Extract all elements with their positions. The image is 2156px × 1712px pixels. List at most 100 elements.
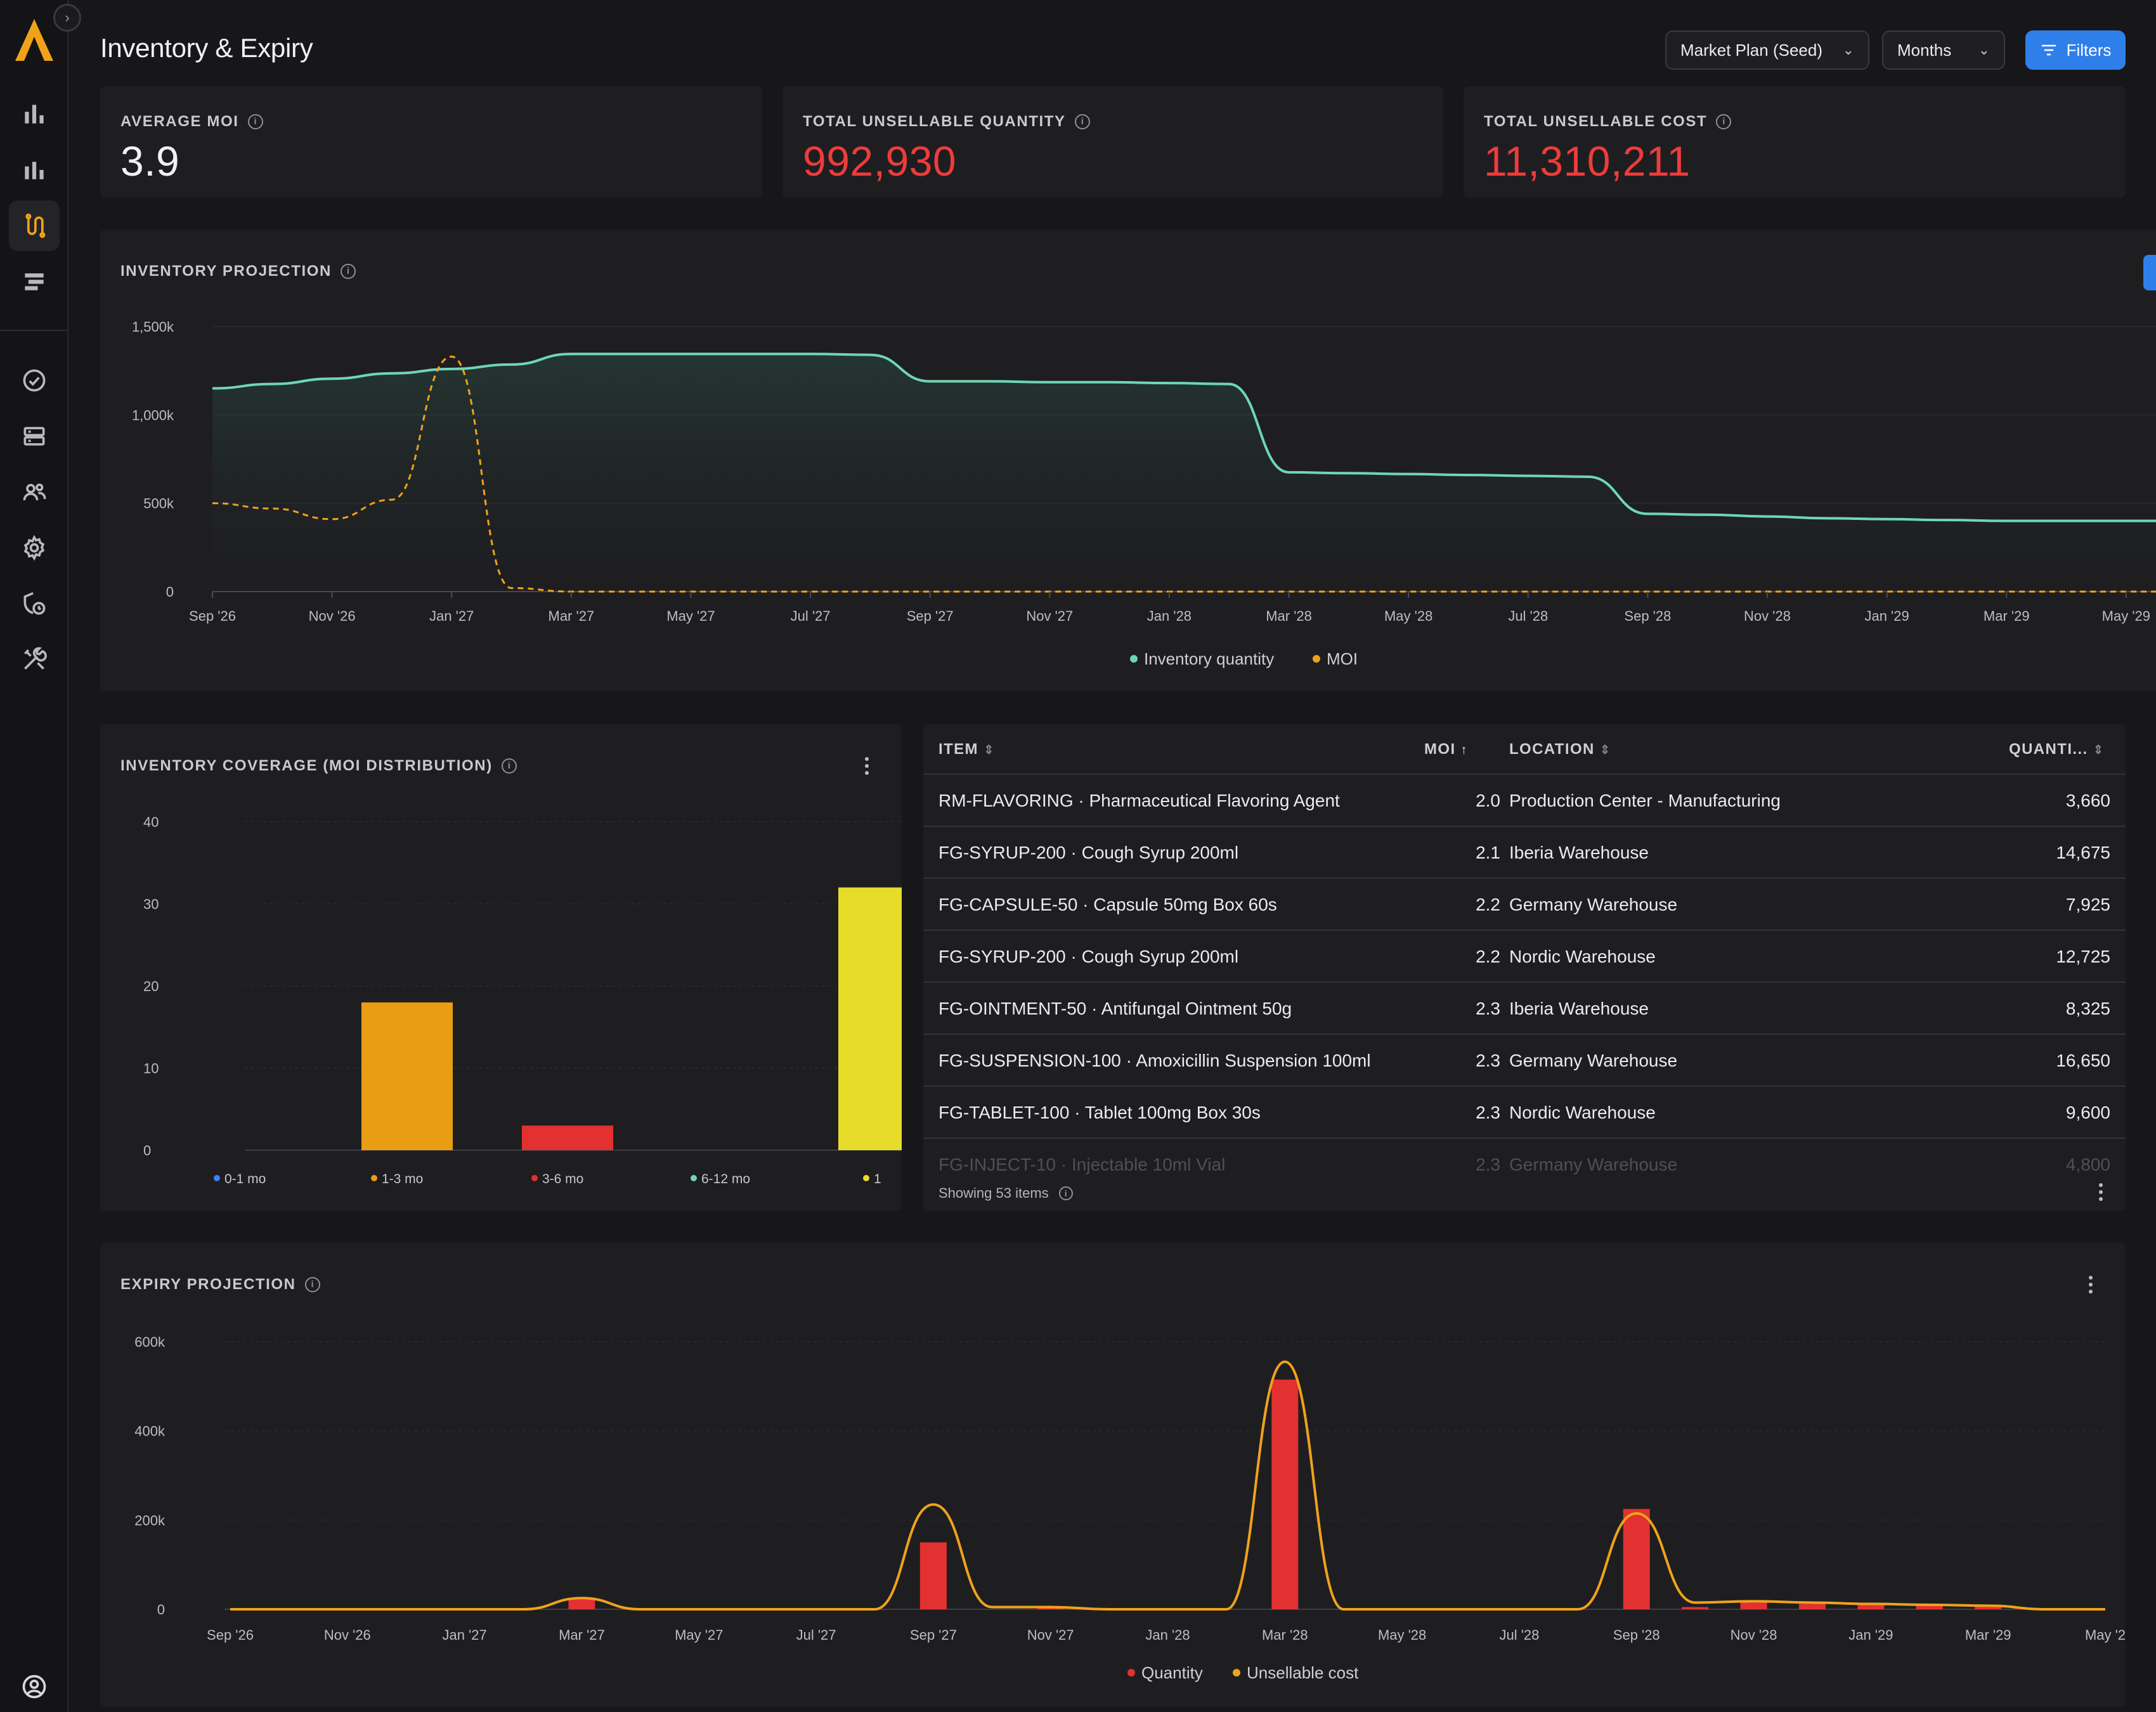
gear-icon[interactable] bbox=[9, 522, 60, 573]
column-header-item[interactable]: ITEM ⇕ bbox=[938, 741, 994, 758]
y-tick-label: 30 bbox=[143, 897, 159, 912]
info-icon[interactable]: i bbox=[247, 114, 263, 129]
more-options-icon[interactable] bbox=[2091, 1179, 2110, 1205]
moi-line bbox=[212, 355, 2156, 593]
coverage-bar[interactable] bbox=[361, 1002, 453, 1150]
plan-select[interactable]: Market Plan (Seed) ⌄ bbox=[1665, 30, 1869, 70]
inventory-projection-chart: 0 500k 1,000k 1,500k Sep '26 Nov '26 Jan '27 M… bbox=[132, 319, 2156, 668]
y-tick-label: 20 bbox=[143, 978, 159, 994]
table-row[interactable]: FG-SYRUP-200 · Cough Syrup 200ml 2.2 Nordi… bbox=[923, 931, 2126, 983]
legend-dot bbox=[1233, 1669, 1240, 1676]
bar-chart-icon[interactable] bbox=[9, 145, 60, 195]
inventory-coverage-card: INVENTORY COVERAGE (MOI DISTRIBUTION) i 0… bbox=[100, 724, 902, 1211]
cell-item: FG-SYRUP-200 · Cough Syrup 200ml bbox=[938, 947, 1239, 966]
info-icon[interactable]: i bbox=[340, 264, 356, 279]
table-header: ITEM ⇕ MOI ↑ LOCATION ⇕ QUANTI... ⇕ bbox=[923, 724, 2126, 775]
quantity-bar[interactable] bbox=[919, 1542, 947, 1610]
x-tick-label: Mar '29 bbox=[1965, 1627, 2011, 1643]
more-options-icon[interactable] bbox=[857, 753, 876, 779]
period-select[interactable]: Months ⌄ bbox=[1882, 30, 2005, 70]
server-icon[interactable] bbox=[9, 411, 60, 462]
user-circle-icon[interactable] bbox=[9, 1661, 60, 1712]
table-row[interactable]: FG-SYRUP-200 · Cough Syrup 200ml 2.1 Iberi… bbox=[923, 827, 2126, 879]
quantity-bar[interactable] bbox=[1037, 1607, 1064, 1609]
legend-label[interactable]: 3-6 mo bbox=[542, 1172, 583, 1186]
x-tick-label: Sep '27 bbox=[907, 608, 954, 624]
table-row[interactable]: FG-TABLET-100 · Tablet 100mg Box 30s 2.3 N… bbox=[923, 1087, 2126, 1139]
quantity-bar[interactable] bbox=[1623, 1508, 1650, 1609]
route-icon[interactable] bbox=[9, 200, 60, 251]
users-icon[interactable] bbox=[9, 467, 60, 517]
kpi-label: TOTAL UNSELLABLE COST bbox=[1484, 113, 1708, 130]
quantity-bar[interactable] bbox=[1798, 1604, 1826, 1609]
legend-label[interactable]: MOI bbox=[1327, 649, 1358, 668]
filter-icon bbox=[2041, 44, 2056, 56]
chart-toggle-button[interactable] bbox=[2143, 255, 2156, 290]
cell-moi: 2.0 bbox=[1476, 791, 1500, 810]
legend-label[interactable]: 0-1 mo bbox=[224, 1172, 266, 1186]
column-header-location[interactable]: LOCATION ⇕ bbox=[1509, 741, 1611, 758]
table-row[interactable]: FG-INJECT-10 · Injectable 10ml Vial 2.3 Ge… bbox=[923, 1139, 2126, 1176]
check-circle-icon[interactable] bbox=[9, 355, 60, 406]
sidebar-collapse-button[interactable]: › bbox=[53, 4, 81, 32]
inventory-quantity-line bbox=[212, 353, 2156, 522]
expiry-projection-card: EXPIRY PROJECTION i 0 200k 400k 600k Sep '26… bbox=[100, 1243, 2126, 1707]
legend-label[interactable]: 1 bbox=[874, 1172, 881, 1186]
x-tick-label: Sep '28 bbox=[1613, 1627, 1660, 1643]
table-row[interactable]: FG-CAPSULE-50 · Capsule 50mg Box 60s 2.2 G… bbox=[923, 879, 2126, 931]
info-icon[interactable]: i bbox=[1716, 114, 1732, 129]
coverage-bar[interactable] bbox=[838, 887, 902, 1150]
x-tick-label: Nov '28 bbox=[1744, 608, 1791, 624]
tools-icon[interactable] bbox=[9, 634, 60, 685]
info-icon[interactable]: i bbox=[1074, 114, 1090, 129]
y-tick-label: 0 bbox=[143, 1143, 151, 1158]
quantity-bar[interactable] bbox=[1916, 1605, 1943, 1609]
shield-clock-icon[interactable] bbox=[9, 578, 60, 629]
table-row[interactable]: FG-OINTMENT-50 · Antifungal Ointment 50g… bbox=[923, 983, 2126, 1035]
legend-label[interactable]: Inventory quantity bbox=[1144, 649, 1274, 668]
cell-item: FG-CAPSULE-50 · Capsule 50mg Box 60s bbox=[938, 895, 1277, 914]
x-tick-label: Jul '27 bbox=[796, 1627, 836, 1643]
layers-icon[interactable] bbox=[9, 256, 60, 307]
chevron-down-icon: ⌄ bbox=[1842, 42, 1854, 58]
cell-qty: 7,925 bbox=[2065, 895, 2110, 914]
column-header-moi[interactable]: MOI ↑ bbox=[1424, 741, 1467, 758]
cell-moi: 2.3 bbox=[1476, 1155, 1500, 1174]
quantity-bar[interactable] bbox=[568, 1599, 595, 1609]
kpi-value: 11,310,211 bbox=[1484, 138, 1691, 185]
column-header-quantity[interactable]: QUANTI... ⇕ bbox=[2009, 741, 2104, 758]
filters-button[interactable]: Filters bbox=[2025, 30, 2126, 70]
bar-chart-icon[interactable] bbox=[9, 89, 60, 139]
x-tick-label: Jan '29 bbox=[1864, 608, 1909, 624]
cell-location: Production Center - Manufacturing bbox=[1509, 791, 1781, 810]
legend-label[interactable]: 6-12 mo bbox=[701, 1172, 750, 1186]
quantity-bar[interactable] bbox=[1857, 1604, 1885, 1609]
more-options-icon[interactable] bbox=[2081, 1272, 2100, 1297]
legend-label[interactable]: 1-3 mo bbox=[382, 1172, 423, 1186]
chart-title: INVENTORY COVERAGE (MOI DISTRIBUTION) bbox=[120, 757, 493, 774]
filters-label: Filters bbox=[2066, 40, 2112, 60]
table-row[interactable]: RM-FLAVORING · Pharmaceutical Flavoring … bbox=[923, 775, 2126, 827]
x-tick-label: Mar '27 bbox=[559, 1627, 605, 1643]
info-icon[interactable]: i bbox=[304, 1277, 320, 1292]
x-tick-label: May '27 bbox=[675, 1627, 723, 1643]
app-logo[interactable] bbox=[11, 16, 57, 65]
quantity-bar[interactable] bbox=[1975, 1606, 2002, 1609]
x-tick-label: May '27 bbox=[666, 608, 715, 624]
quantity-bar[interactable] bbox=[1271, 1379, 1299, 1609]
x-tick-label: Sep '26 bbox=[207, 1627, 254, 1643]
unsellable-cost-line bbox=[230, 1360, 2105, 1611]
table-row[interactable]: FG-SUSPENSION-100 · Amoxicillin Suspensi… bbox=[923, 1035, 2126, 1087]
legend-label[interactable]: Unsellable cost bbox=[1247, 1663, 1359, 1682]
cell-location: Germany Warehouse bbox=[1509, 1051, 1678, 1070]
y-tick-label: 0 bbox=[166, 584, 174, 600]
quantity-bar[interactable] bbox=[1740, 1602, 1767, 1609]
coverage-bar[interactable] bbox=[522, 1125, 613, 1150]
quantity-bar[interactable] bbox=[1682, 1607, 1709, 1609]
info-icon[interactable]: i bbox=[1058, 1186, 1073, 1200]
info-icon[interactable]: i bbox=[501, 758, 517, 774]
legend-label[interactable]: Quantity bbox=[1141, 1663, 1203, 1682]
x-tick-label: Nov '27 bbox=[1026, 608, 1073, 624]
kpi-label: TOTAL UNSELLABLE QUANTITY bbox=[803, 113, 1066, 130]
legend-dot bbox=[863, 1175, 869, 1181]
